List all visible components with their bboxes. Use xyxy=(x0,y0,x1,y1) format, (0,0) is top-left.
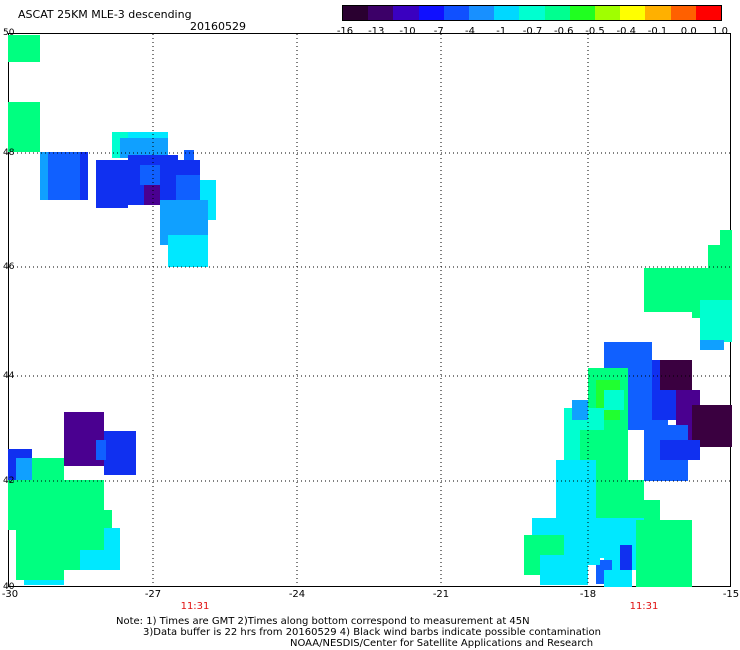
colorbar-label: -13 xyxy=(368,26,385,37)
colorbar-label: -0.1 xyxy=(647,26,668,37)
note-line-2: 3)Data buffer is 22 hrs from 20160529 4)… xyxy=(143,627,601,638)
note-line-3: NOAA/NESDIS/Center for Satellite Applica… xyxy=(290,638,594,649)
colorbar-segment xyxy=(469,6,495,20)
colorbar-label: -16 xyxy=(336,26,354,37)
wind-cell xyxy=(604,570,632,587)
wind-cell xyxy=(128,185,144,205)
wind-cell xyxy=(660,440,700,460)
map-date: 20160529 xyxy=(190,20,246,33)
wind-cell xyxy=(64,487,104,507)
wind-cell xyxy=(604,390,624,410)
latitude-label: 44 xyxy=(3,371,15,381)
colorbar-segment xyxy=(595,6,621,20)
colorbar-segment xyxy=(569,6,596,20)
colorbar-label: -4 xyxy=(465,26,475,37)
colorbar-segment xyxy=(695,6,722,20)
wind-cell xyxy=(184,150,194,160)
longitude-label: -18 xyxy=(579,589,597,600)
colorbar-label: -0.5 xyxy=(585,26,605,37)
colorbar xyxy=(342,5,722,21)
colorbar-label: -1 xyxy=(496,26,507,37)
wind-cell xyxy=(620,545,632,570)
latitude-label: 46 xyxy=(3,262,15,272)
longitude-label: -21 xyxy=(432,589,450,600)
longitude-label: -24 xyxy=(288,589,306,600)
wind-cell xyxy=(660,360,692,390)
longitude-label: -15 xyxy=(722,589,740,600)
colorbar-label: -0.4 xyxy=(616,26,637,37)
wind-cell xyxy=(120,138,168,158)
time-label-right: 11:31 xyxy=(629,601,659,612)
latitude-label: 42 xyxy=(3,476,15,486)
longitude-label: -27 xyxy=(144,589,162,600)
wind-cell xyxy=(720,230,732,250)
wind-cell xyxy=(644,268,692,312)
wind-cell xyxy=(96,160,128,208)
colorbar-segment xyxy=(343,6,369,20)
colorbar-label: 1.0 xyxy=(712,26,728,37)
wind-cell xyxy=(644,540,688,587)
colorbar-label: -0.7 xyxy=(522,26,543,37)
time-label-left: 11:31 xyxy=(180,601,210,612)
colorbar-segment xyxy=(519,6,545,20)
colorbar-segment xyxy=(620,6,646,20)
colorbar-label: 0.0 xyxy=(680,26,697,37)
colorbar-segment xyxy=(494,6,520,20)
colorbar-segment xyxy=(368,6,394,20)
colorbar-segment xyxy=(544,6,570,20)
colorbar-segment xyxy=(443,6,470,20)
wind-cell xyxy=(540,555,588,585)
colorbar-segment xyxy=(670,6,696,20)
wind-cell xyxy=(8,35,40,62)
wind-cell xyxy=(80,550,120,570)
latitude-label: 50 xyxy=(3,28,15,38)
wind-cell xyxy=(96,510,112,530)
wind-cell xyxy=(168,235,208,267)
colorbar-label: -10 xyxy=(399,26,416,37)
colorbar-label: -7 xyxy=(433,26,444,37)
colorbar-label: -0.6 xyxy=(553,26,574,37)
wind-cell xyxy=(700,300,732,342)
wind-cell xyxy=(16,545,64,580)
wind-cell xyxy=(96,440,106,460)
latitude-label: 40 xyxy=(3,582,15,592)
wind-cell xyxy=(556,460,596,520)
colorbar-segment xyxy=(645,6,671,20)
wind-cell xyxy=(80,152,88,200)
wind-cell xyxy=(8,102,40,152)
wind-cell xyxy=(588,545,600,565)
note-line-1: Note: 1) Times are GMT 2)Times along bot… xyxy=(116,616,530,627)
wind-cell xyxy=(572,400,588,420)
colorbar-segment xyxy=(393,6,419,20)
wind-cell xyxy=(104,431,136,475)
latitude-label: 48 xyxy=(3,148,15,158)
colorbar-segment xyxy=(418,6,444,20)
wind-cell xyxy=(700,340,724,350)
map-title: ASCAT 25KM MLE-3 descending xyxy=(18,8,192,21)
longitude-label: -30 xyxy=(1,589,19,600)
